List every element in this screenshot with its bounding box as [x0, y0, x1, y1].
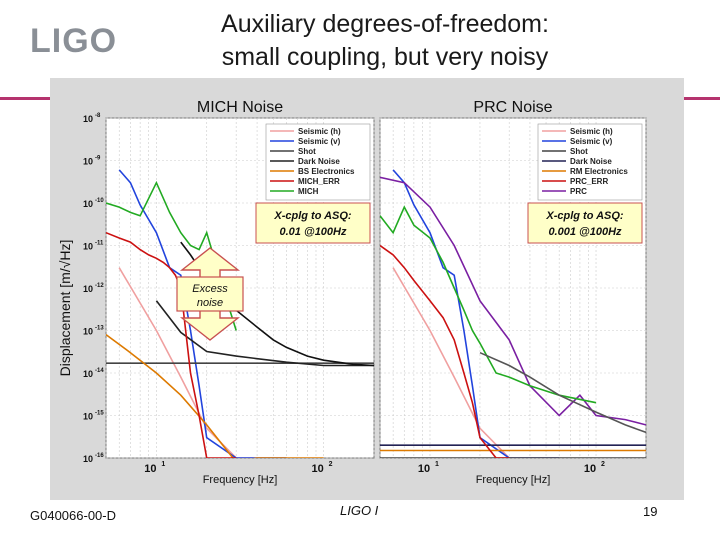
- legend-box: [537, 123, 643, 201]
- x-tick-label: 10: [584, 463, 596, 475]
- y-tick-label: 10: [83, 114, 93, 124]
- legend-box: [265, 123, 371, 201]
- slide-title: Auxiliary degrees-of-freedom: small coup…: [150, 8, 620, 74]
- series-line-6: [380, 244, 510, 458]
- slide-title-line-1: Auxiliary degrees-of-freedom:: [221, 10, 549, 38]
- x-tick-label: 10: [418, 463, 430, 475]
- annotation-box: [255, 202, 371, 244]
- y-axis-label: Displacement [m/√Hz]: [57, 240, 73, 377]
- y-tick-label: 10: [83, 284, 93, 294]
- y-tick-label: 10: [83, 327, 93, 337]
- series-line-5: [106, 333, 324, 458]
- y-tick-label: 10: [83, 242, 93, 252]
- series-line-8: [380, 205, 597, 404]
- y-tick-exponent: -15: [95, 411, 104, 417]
- footer-document-id: G040066-00-D: [30, 508, 116, 523]
- legend-entry: MICH_ERR: [298, 177, 340, 186]
- series-line-6: [106, 231, 237, 458]
- x-axis-label: Frequency [Hz]: [476, 474, 551, 486]
- series-line-1: [392, 267, 560, 458]
- y-tick-label: 10: [83, 369, 93, 379]
- y-tick-exponent: -9: [95, 156, 101, 162]
- y-tick-exponent: -14: [95, 368, 104, 374]
- chart-title: MICH Noise: [197, 99, 283, 116]
- series-line-9: [479, 351, 646, 434]
- y-tick-exponent: -12: [95, 283, 104, 289]
- y-tick-label: 10: [83, 412, 93, 422]
- x-tick-label: 10: [144, 463, 156, 475]
- y-tick-exponent: -13: [95, 326, 104, 332]
- footer-center-label: LIGO I: [340, 503, 379, 518]
- legend-entry: Dark Noise: [570, 157, 612, 166]
- chart-title: PRC Noise: [473, 99, 552, 116]
- series-line-7: [106, 180, 237, 331]
- series-line-2: [118, 169, 287, 458]
- y-tick-exponent: -10: [95, 198, 104, 204]
- legend-entry: Seismic (h): [570, 127, 613, 136]
- annotation-box: [527, 202, 643, 244]
- y-tick-exponent: -11: [95, 241, 104, 247]
- legend-entry: PRC_ERR: [570, 177, 608, 186]
- y-tick-exponent: -16: [95, 453, 104, 459]
- y-tick-label: 10: [83, 199, 93, 209]
- slide-title-line-2: small coupling, but very noisy: [221, 43, 549, 71]
- x-tick-exponent: 2: [329, 461, 333, 468]
- legend-entry: BS Electronics: [298, 167, 355, 176]
- accent-rule-left: [0, 97, 50, 100]
- annotation-line-2: 0.01 @100Hz: [280, 226, 347, 238]
- page-number: 19: [643, 504, 658, 519]
- ligo-logo: LIGO: [30, 22, 118, 60]
- legend-entry: RM Electronics: [570, 167, 628, 176]
- legend-entry: Seismic (h): [298, 127, 341, 136]
- x-tick-label: 10: [312, 463, 324, 475]
- y-tick-label: 10: [83, 157, 93, 167]
- y-tick-label: 10: [83, 454, 93, 464]
- legend-entry: Seismic (v): [570, 137, 613, 146]
- series-group: [106, 169, 374, 458]
- excess-noise-box: [176, 276, 244, 312]
- x-axis-label: Frequency [Hz]: [203, 474, 278, 486]
- series-line-1: [118, 267, 287, 458]
- legend-entry: Dark Noise: [298, 157, 340, 166]
- series-group: [380, 169, 646, 458]
- legend-entry: Shot: [570, 147, 588, 156]
- x-tick-exponent: 2: [601, 461, 605, 468]
- excess-noise-line-1: Excess: [192, 283, 228, 295]
- accent-rule-right: [684, 97, 720, 100]
- x-tick-exponent: 1: [161, 461, 165, 468]
- excess-noise-line-2: noise: [197, 297, 223, 309]
- legend-entry: PRC: [570, 187, 587, 196]
- x-tick-exponent: 1: [435, 461, 439, 468]
- annotation-line-1: X-cplg to ASQ:: [273, 210, 352, 222]
- series-line-7: [380, 176, 646, 426]
- legend-entry: Shot: [298, 147, 316, 156]
- series-line-4: [155, 300, 374, 367]
- chart-panel-2: PRC Noise 10 1 10 2 Frequency [Hz] Seismic (h)…: [379, 99, 647, 486]
- legend-entry: MICH: [298, 187, 319, 196]
- legend-entry: Seismic (v): [298, 137, 341, 146]
- y-tick-exponent: -8: [95, 113, 101, 119]
- annotation-line-2: 0.001 @100Hz: [548, 226, 622, 238]
- annotation-line-1: X-cplg to ASQ:: [545, 210, 624, 222]
